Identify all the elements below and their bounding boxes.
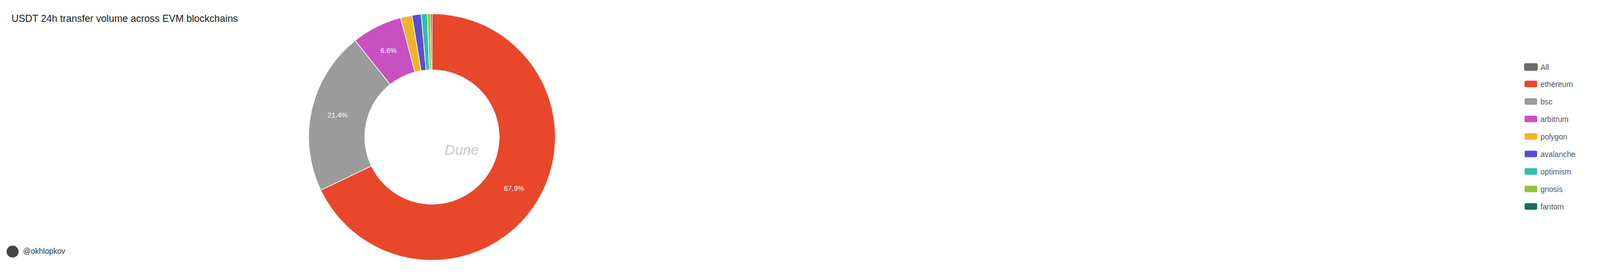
- svg-text:optimism: optimism: [1540, 167, 1571, 177]
- svg-text:ethereum: ethereum: [1540, 79, 1573, 89]
- svg-text:All: All: [1540, 62, 1550, 72]
- svg-text:polygon: polygon: [1540, 132, 1568, 142]
- svg-text:gnosis: gnosis: [1540, 184, 1563, 194]
- svg-text:USDT 24h transfer volume acros: USDT 24h transfer volume across EVM bloc…: [11, 13, 239, 25]
- svg-text:arbitrum: arbitrum: [1540, 114, 1569, 124]
- svg-text:fantom: fantom: [1540, 202, 1564, 212]
- svg-text:bsc: bsc: [1540, 97, 1553, 107]
- svg-text:21.4%: 21.4%: [327, 111, 348, 120]
- svg-text:@okhlopkov: @okhlopkov: [22, 246, 66, 256]
- svg-text:avalanche: avalanche: [1540, 149, 1576, 159]
- svg-text:67.9%: 67.9%: [503, 184, 525, 193]
- svg-text:6.6%: 6.6%: [380, 46, 397, 55]
- svg-text:Dune: Dune: [444, 141, 479, 159]
